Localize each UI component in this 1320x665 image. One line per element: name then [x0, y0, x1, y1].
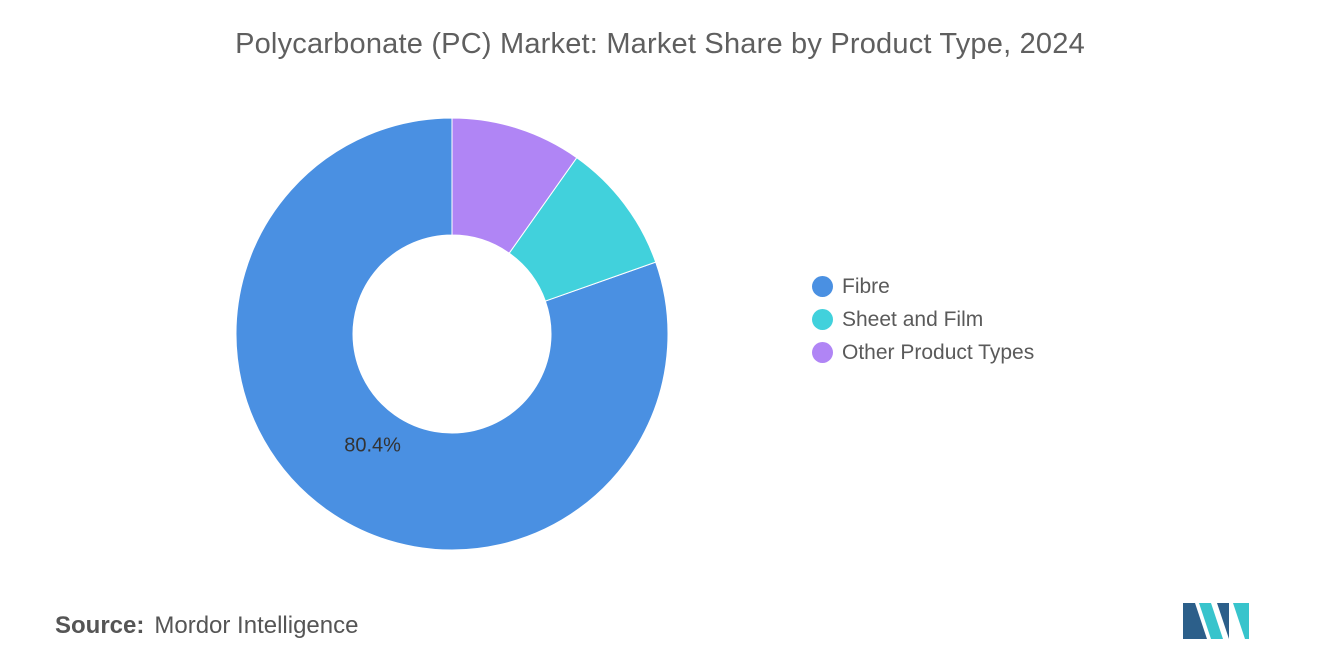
legend: Fibre Sheet and Film Other Product Types: [812, 270, 1034, 369]
legend-item-fibre[interactable]: Fibre: [812, 270, 1034, 303]
mordor-intelligence-logo: [1183, 603, 1249, 639]
legend-label-other-product-types: Other Product Types: [842, 340, 1035, 364]
data-label-fibre: 80.4%: [344, 435, 401, 457]
legend-swatch-other-product-types: [812, 342, 833, 363]
slice-sheet-and-film[interactable]: [508, 156, 657, 302]
logo-shape-left: [1183, 603, 1207, 639]
chart-title: Polycarbonate (PC) Market: Market Share …: [235, 28, 1085, 60]
slice-fibre[interactable]: [235, 117, 669, 551]
source-note: Source: Mordor Intelligence: [55, 612, 358, 640]
legend-swatch-fibre: [812, 276, 833, 297]
slice-other-product-types[interactable]: [451, 117, 578, 254]
legend-label-fibre: Fibre: [842, 274, 890, 298]
legend-swatch-sheet-and-film: [812, 309, 833, 330]
donut-chart: 80.4%: [235, 117, 669, 551]
legend-label-sheet-and-film: Sheet and Film: [842, 307, 984, 331]
source-label: Source:: [55, 612, 145, 639]
logo-shape-right-a: [1217, 603, 1229, 639]
source-value: Mordor Intelligence: [154, 612, 359, 639]
logo-shape-middle: [1199, 603, 1223, 639]
logo-shape-right-b: [1233, 603, 1249, 639]
legend-item-sheet-and-film[interactable]: Sheet and Film: [812, 303, 1034, 336]
legend-item-other-product-types[interactable]: Other Product Types: [812, 336, 1034, 369]
